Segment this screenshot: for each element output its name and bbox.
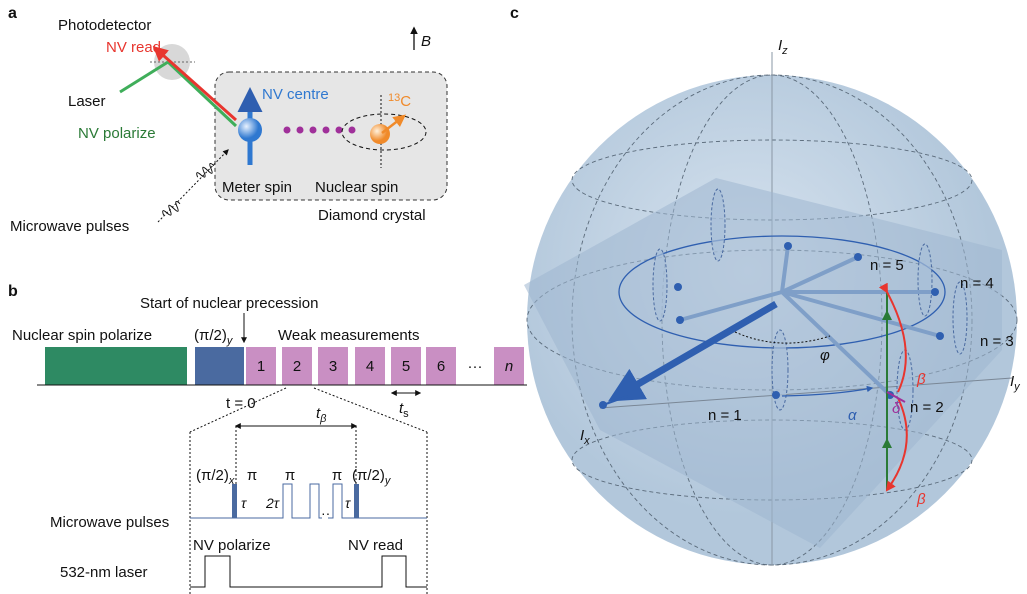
alpha-label: α <box>848 407 857 424</box>
polarize-label: Nuclear spin polarize <box>12 327 152 344</box>
n-label: n = 3 <box>980 333 1014 350</box>
gap-label: τ <box>345 495 351 511</box>
half-pulse <box>232 484 237 518</box>
pulse-name-text: (π/2) <box>196 467 229 484</box>
pulse-label: n <box>505 358 513 375</box>
panel-a: a Photodetector NV read Laser NV polariz… <box>8 5 447 235</box>
pulse-label: 4 <box>366 358 374 375</box>
pulse-label: 5 <box>402 358 410 375</box>
gap-label: 2τ <box>265 495 280 511</box>
microwave-label: Microwave pulses <box>10 218 129 235</box>
pulse-name-sub: y <box>384 475 392 487</box>
figure: a Photodetector NV read Laser NV polariz… <box>0 0 1027 594</box>
polarize-block <box>45 347 187 385</box>
nuclear-spin-label: Nuclear spin <box>315 179 398 196</box>
pulse-name-text: (π/2) <box>352 467 385 484</box>
carbon-text: C <box>400 93 411 110</box>
beta-label: β <box>916 371 926 388</box>
panel-b: b Start of nuclear precession Nuclear sp… <box>8 283 527 594</box>
t0-label: t = 0 <box>226 395 256 412</box>
pulse-name-sub: x <box>228 475 235 487</box>
pulse-label: ··· <box>468 358 483 375</box>
iy-label: Iy <box>1010 373 1021 393</box>
pulse-name-text: π <box>247 467 257 484</box>
n-label: n = 5 <box>870 257 904 274</box>
nv-centre-label: NV centre <box>262 86 329 103</box>
pulse-name-text: π <box>332 467 342 484</box>
nv-centre <box>238 118 262 142</box>
n-label: n = 1 <box>708 407 742 424</box>
iy-sub: y <box>1013 381 1021 393</box>
pulse-train: 1 2 3 4 5 6 ··· n <box>246 347 524 385</box>
delta-label: δ <box>892 400 901 417</box>
rotation-label: (π/2)y <box>194 327 234 347</box>
ix-sub: x <box>583 435 590 447</box>
laser-polarize-label: NV polarize <box>193 537 271 554</box>
microwave-packet <box>195 162 217 182</box>
nv-read-label: NV read <box>106 39 161 56</box>
pulse-label: 1 <box>257 358 265 375</box>
start-label: Start of nuclear precession <box>140 295 318 312</box>
laser-label: Laser <box>68 93 106 110</box>
panel-label: a <box>8 5 17 22</box>
ts-sub: s <box>403 408 409 420</box>
microwave-label: Microwave pulses <box>50 514 169 531</box>
iz-label: Iz <box>778 37 788 57</box>
crystal-label: Diamond crystal <box>318 207 426 224</box>
panel-c: c <box>510 5 1021 565</box>
zoom-line <box>314 388 427 432</box>
phi-label: φ <box>820 347 830 364</box>
tbeta-sub: β <box>319 413 327 425</box>
n-label: n = 2 <box>910 399 944 416</box>
beta-label: β <box>916 491 926 508</box>
weak-label: Weak measurements <box>278 327 419 344</box>
pulse-name: (π/2)x <box>196 467 235 487</box>
pulse-label: 3 <box>329 358 337 375</box>
carbon-sup: 13 <box>388 92 400 104</box>
pulse-label: 2 <box>293 358 301 375</box>
laser-label: 532-nm laser <box>60 564 148 581</box>
rotation-block <box>195 347 244 385</box>
rotation-sub: y <box>226 335 234 347</box>
carbon-nucleus <box>370 124 390 144</box>
waveform-break: ·· <box>321 505 330 521</box>
n-label: n = 4 <box>960 275 994 292</box>
iz-sub: z <box>781 45 788 57</box>
pulse-name: π <box>247 467 257 484</box>
pulse-name: π <box>332 467 342 484</box>
laser-waveform <box>190 556 427 587</box>
pulse-label: 6 <box>437 358 445 375</box>
half-pulse <box>354 484 359 518</box>
laser-beam <box>120 62 168 92</box>
gap-label: τ <box>241 495 247 511</box>
pulse-name: π <box>285 467 295 484</box>
pulse-name-text: π <box>285 467 295 484</box>
field-label: B <box>421 33 431 50</box>
rotation-text: (π/2) <box>194 327 227 344</box>
photodetector-label: Photodetector <box>58 17 151 34</box>
panel-label: c <box>510 5 519 22</box>
ts-label: ts <box>399 400 409 420</box>
ix-point <box>599 401 607 409</box>
meter-spin-label: Meter spin <box>222 179 292 196</box>
panel-label: b <box>8 283 18 300</box>
microwave-waveform <box>190 484 427 518</box>
tbeta-label: tβ <box>316 405 327 425</box>
laser-read-label: NV read <box>348 537 403 554</box>
nv-polarize-label: NV polarize <box>78 125 156 142</box>
